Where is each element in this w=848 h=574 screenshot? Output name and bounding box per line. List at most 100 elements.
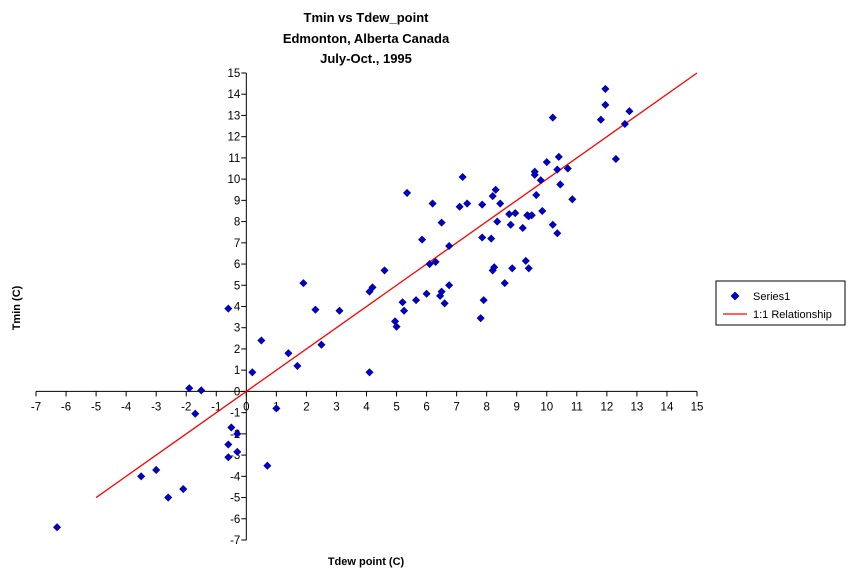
y-tick-label: 13 [228, 110, 241, 122]
data-point [611, 154, 620, 163]
data-point [164, 493, 173, 502]
data-point [428, 199, 437, 208]
data-point [511, 209, 520, 218]
data-point [620, 119, 629, 128]
x-tick-label: 14 [661, 401, 674, 413]
data-point [197, 386, 206, 395]
chart-title-line-1: Tmin vs Tdew_point [304, 10, 430, 25]
data-point [284, 349, 293, 358]
data-point [532, 191, 541, 200]
data-point [233, 429, 242, 438]
data-point [392, 322, 401, 331]
data-point [191, 409, 200, 418]
data-point [293, 361, 302, 370]
y-tick-label: -5 [230, 493, 240, 505]
data-point [299, 279, 308, 288]
data-point [431, 257, 440, 266]
x-tick-label: 2 [303, 401, 309, 413]
data-point [440, 299, 449, 308]
data-point [536, 176, 545, 185]
data-point [458, 172, 467, 182]
y-tick-label: -1 [230, 408, 240, 420]
data-point [487, 234, 496, 243]
data-point [224, 304, 233, 313]
x-tick-label: 11 [571, 401, 583, 413]
y-tick-label: -4 [230, 471, 241, 483]
data-point [224, 440, 233, 449]
data-point [506, 220, 515, 229]
x-tick-label: -7 [31, 401, 41, 413]
x-tick-label: 6 [423, 401, 429, 413]
y-tick-label: 2 [234, 344, 240, 356]
legend-series1-label: Series1 [753, 291, 790, 303]
y-tick-label: 4 [234, 302, 241, 314]
x-tick-label: 12 [600, 401, 613, 413]
y-axis-title: Tmin (C) [11, 285, 23, 330]
data-point [491, 185, 500, 194]
x-tick-label: -5 [91, 401, 101, 413]
data-point [493, 217, 502, 226]
data-point [368, 283, 377, 292]
y-tick-label: 1 [234, 365, 240, 377]
data-point [538, 206, 547, 216]
x-tick-label: 5 [393, 401, 399, 413]
data-point [437, 218, 446, 227]
x-tick-label: 0 [243, 401, 249, 413]
y-tick-label: 5 [234, 280, 240, 292]
data-point [478, 233, 487, 242]
data-point [479, 296, 488, 305]
data-point [152, 465, 161, 474]
data-point [437, 287, 446, 296]
data-point [601, 84, 610, 93]
data-point [548, 220, 557, 229]
data-point [478, 200, 487, 209]
x-tick-label: -6 [61, 401, 71, 413]
data-point [527, 211, 536, 220]
data-point [422, 289, 431, 298]
data-point [412, 296, 421, 305]
chart-title: Tmin vs Tdew_point Edmonton, Alberta Can… [283, 10, 450, 66]
data-point [568, 195, 577, 204]
x-tick-label: 10 [540, 401, 553, 413]
data-point [556, 180, 565, 189]
y-tick-label: 11 [228, 153, 240, 165]
data-point [53, 523, 62, 532]
data-point [524, 264, 533, 273]
data-point [553, 165, 562, 174]
relationship-line [95, 72, 698, 499]
chart-title-line-3: July-Oct., 1995 [320, 51, 412, 66]
data-point [601, 100, 610, 109]
data-point [311, 305, 320, 314]
y-tick-label: 10 [228, 174, 241, 186]
x-tick-label: -1 [211, 401, 221, 413]
x-axis-title: Tdew point (C) [328, 556, 405, 568]
x-tick-label: -3 [151, 401, 161, 413]
y-tick-label: 8 [234, 217, 240, 229]
data-point [403, 188, 412, 197]
y-tick-label: -7 [230, 535, 240, 547]
data-point [596, 115, 605, 124]
y-tick-label: 0 [234, 386, 240, 398]
data-point [400, 306, 409, 315]
y-tick-label: 9 [234, 195, 240, 207]
y-tick-label: 6 [234, 259, 240, 271]
data-point [380, 266, 389, 275]
data-point [137, 472, 146, 481]
legend: Series1 1:1 Relationship [715, 280, 846, 326]
y-tick-label: 15 [228, 68, 241, 80]
x-tick-label: 4 [363, 401, 370, 413]
data-point [365, 368, 374, 377]
data-point [335, 306, 344, 315]
data-point [317, 340, 326, 349]
data-point [508, 264, 517, 273]
x-tick-label: 7 [453, 401, 459, 413]
data-point [445, 241, 454, 251]
data-point [496, 199, 505, 208]
chart-title-line-2: Edmonton, Alberta Canada [283, 31, 450, 46]
data-point [542, 158, 551, 167]
data-point [272, 404, 281, 413]
data-point [625, 107, 634, 116]
axes: -7-6-5-4-3-2-10123456789101112131415-7-6… [31, 68, 704, 547]
data-point [488, 192, 497, 201]
